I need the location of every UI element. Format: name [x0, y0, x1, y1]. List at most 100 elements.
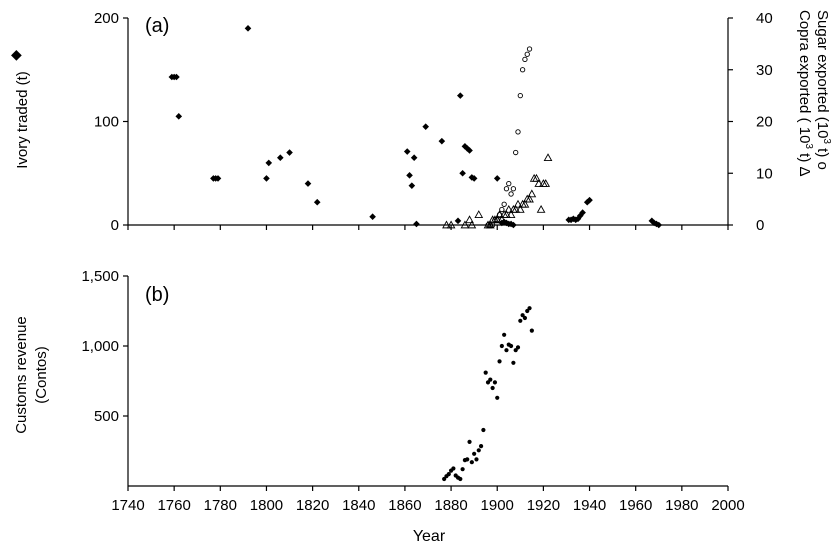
x-tick-label: 2000 [711, 497, 744, 514]
svg-text:Copra exported ( 103 t) Δ: Copra exported ( 103 t) Δ [796, 10, 814, 177]
sugar-point [517, 92, 523, 99]
panel-a-left-ticks: 0 100 200 [94, 10, 128, 234]
ivory-point [304, 180, 312, 187]
copra-point [534, 179, 544, 187]
customs-point [474, 457, 479, 462]
sugar-point [515, 129, 521, 135]
copra-point [527, 189, 537, 198]
ivory-point [413, 220, 420, 228]
panel-a: 0 100 200 0 10 20 30 40 (a) Ivory traded (t) ◆… [11, 10, 832, 234]
ivory-point [369, 213, 376, 221]
sugar-point [501, 201, 507, 207]
panel-a-tag: (a) [145, 15, 169, 37]
copra-point [502, 210, 511, 218]
ivory-diamond-marker-label: ◆ [11, 46, 22, 62]
ivory-point [468, 174, 476, 181]
panel-b-x-ticks: 1740 1760 1780 1800 1820 1840 1860 1880 1900 1920… [111, 486, 745, 514]
customs-point [504, 348, 509, 353]
sugar-point [513, 149, 519, 156]
ivory-point [403, 148, 411, 155]
ivory-point [459, 169, 466, 177]
sugar-point [503, 186, 510, 192]
customs-point [518, 318, 523, 323]
panel-b-left-tick-label: 500 [94, 408, 119, 425]
ivory-point [454, 217, 462, 225]
svg-text:Sugar exported (103 t) o: Sugar exported (103 t) o [814, 10, 832, 170]
ivory-point [286, 149, 293, 156]
panel-b-ylabel-2: (Contos) [33, 346, 50, 404]
panel-b-ylabel: Customs revenue [13, 316, 30, 434]
customs-point [495, 395, 500, 400]
ivory-point [457, 92, 464, 99]
ivory-point [410, 154, 418, 162]
customs-point [490, 385, 495, 391]
customs-point [481, 427, 486, 433]
panel-a-right-ylabel-sugar: Sugar exported (103 t) o [814, 10, 832, 170]
sugar-point [506, 180, 512, 187]
customs-point [508, 343, 514, 349]
ivory-point [574, 215, 582, 223]
copra-point [474, 210, 484, 218]
x-tick-label: 1940 [573, 497, 606, 514]
ivory-point [567, 216, 575, 224]
sugar-point [499, 206, 505, 213]
panel-b-left-tick-label: 1,000 [81, 338, 119, 355]
sugar-ylabel-sup: 3 [821, 138, 832, 144]
customs-point [458, 476, 463, 482]
copra-point [465, 215, 474, 224]
panel-a-left-tick-label: 200 [94, 10, 119, 27]
x-tick-label: 1740 [111, 497, 144, 514]
customs-point [476, 448, 481, 453]
panel-a-left-tick-label: 100 [94, 114, 119, 131]
sugar-point [487, 222, 493, 228]
customs-point [513, 348, 518, 353]
panel-a-right-ylabel-copra: Copra exported ( 103 t) Δ [796, 10, 814, 177]
ivory-point [173, 73, 180, 81]
customs-point [499, 343, 504, 349]
x-tick-label: 1960 [619, 497, 652, 514]
x-tick-label: 1820 [296, 497, 329, 514]
panel-a-left-ylabel: Ivory traded (t) [14, 71, 31, 169]
customs-point [511, 360, 516, 365]
sugar-point [526, 46, 533, 52]
customs-point [467, 439, 472, 444]
ivory-point [503, 219, 510, 227]
panel-a-right-tick-label: 40 [756, 10, 773, 27]
ivory-point [438, 137, 446, 145]
copra-point [497, 215, 507, 224]
ivory-point [586, 196, 593, 204]
copra-point [504, 204, 514, 213]
panel-b-points [442, 306, 534, 482]
ivory-point [655, 221, 663, 229]
ivory-point [579, 209, 586, 216]
panel-a-right-tick-label: 0 [756, 217, 764, 234]
ivory-ylabel-text: Ivory traded (t) [14, 71, 31, 169]
ivory-point [175, 113, 183, 120]
customs-point [442, 476, 447, 482]
copra-ylabel-text: Copra exported ( 10 [796, 10, 813, 143]
ivory-point [500, 218, 508, 226]
x-tick-label: 1760 [157, 497, 190, 514]
ivory-point [648, 217, 656, 225]
customs-point [502, 332, 507, 337]
x-tick-label: 1860 [388, 497, 421, 514]
sugar-point [494, 217, 500, 223]
customs-point [465, 457, 470, 462]
sugar-ylabel-end: t) o [814, 144, 831, 170]
copra-ylabel-sup: 3 [803, 143, 814, 149]
copra-point [506, 210, 516, 218]
customs-point [469, 460, 474, 465]
sugar-point [489, 222, 496, 228]
x-tick-label: 1880 [434, 497, 467, 514]
panel-b: 500 1,000 1,500 1740 1760 1780 1800 1820 1840 18… [13, 268, 745, 545]
ivory-point [408, 182, 416, 189]
sugar-ylabel-text: Sugar exported (10 [814, 10, 831, 138]
x-tick-label: 1900 [481, 497, 514, 514]
customs-ylabel-line1: Customs revenue [13, 316, 30, 434]
x-tick-label: 1840 [342, 497, 375, 514]
customs-point [515, 345, 521, 350]
customs-point [483, 370, 488, 375]
ivory-point [263, 175, 270, 182]
x-tick-label: 1780 [204, 497, 237, 514]
copra-point [442, 220, 451, 229]
